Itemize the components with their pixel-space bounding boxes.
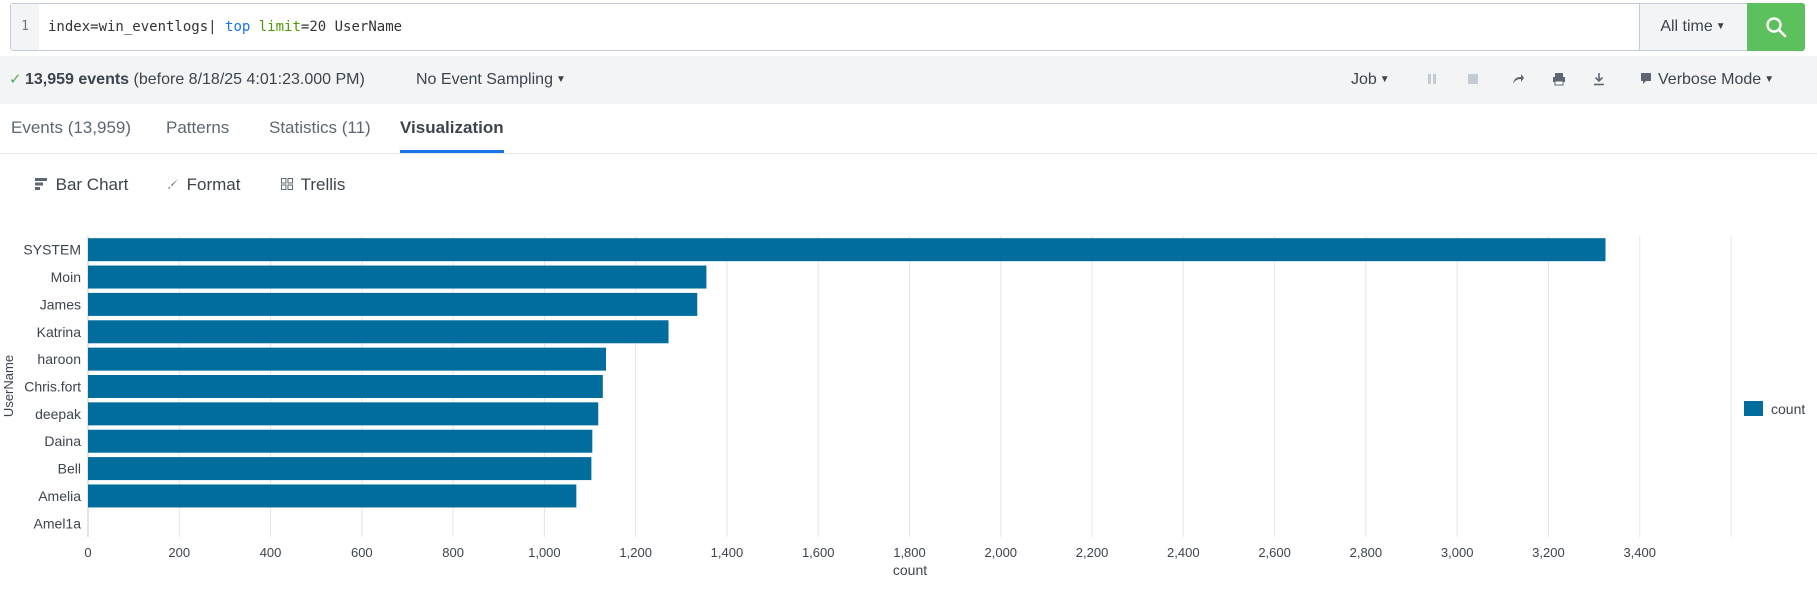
print-icon[interactable] <box>1546 56 1572 104</box>
event-sampling-dropdown[interactable]: No Event Sampling ▼ <box>416 56 566 104</box>
x-tick-label: 1,800 <box>893 545 926 560</box>
line-number: 1 <box>11 4 39 50</box>
x-tick-label: 2,400 <box>1167 545 1200 560</box>
format-button[interactable]: Format <box>167 168 240 202</box>
y-category-label: Chris.fort <box>24 379 81 395</box>
checkmark-icon: ✓ <box>9 71 22 88</box>
y-category-label: Amel1a <box>34 515 82 531</box>
results-tabs: Events (13,959) Patterns Statistics (11)… <box>0 104 1817 154</box>
bar[interactable] <box>88 292 698 316</box>
visualization-toolbar: Bar Chart Format Trellis <box>0 168 700 202</box>
x-tick-label: 2,000 <box>985 545 1018 560</box>
tab-events[interactable]: Events (13,959) <box>11 118 132 137</box>
search-button[interactable] <box>1747 3 1805 51</box>
tab-patterns[interactable]: Patterns <box>166 118 230 137</box>
job-menu[interactable]: Job ▼ <box>1351 56 1390 104</box>
search-bar: 1 index=win_eventlogs| top limit=20 User… <box>10 3 1805 51</box>
x-tick-label: 3,200 <box>1532 545 1565 560</box>
job-status-bar: ✓ 13,959 events (before 8/18/25 4:01:23.… <box>0 56 1817 104</box>
chevron-down-icon: ▼ <box>1715 21 1726 32</box>
chevron-down-icon: ▼ <box>1379 74 1390 85</box>
x-tick-label: 2,200 <box>1076 545 1109 560</box>
chart-x-tick-labels: 0 200 400 600 800 1,000 1,200 1,400 1,600 1,800 2,… <box>84 545 1656 560</box>
chart-type-button[interactable]: Bar Chart <box>35 168 128 202</box>
tab-visualization[interactable]: Visualization <box>400 104 504 153</box>
x-tick-label: 400 <box>260 545 282 560</box>
event-count: 13,959 events (before 8/18/25 4:01:23.00… <box>25 56 365 104</box>
search-query-input[interactable]: index=win_eventlogs| top limit=20 UserNa… <box>48 4 402 50</box>
x-tick-label: 1,400 <box>711 545 744 560</box>
share-icon[interactable] <box>1505 56 1531 104</box>
y-category-label: Moin <box>51 269 81 285</box>
chart-legend[interactable]: count <box>1744 401 1805 417</box>
query-command: top <box>225 19 251 35</box>
query-text: index=win_eventlogs| <box>48 19 226 35</box>
search-icon <box>1766 17 1787 38</box>
chevron-down-icon: ▼ <box>1764 74 1775 85</box>
brush-icon <box>167 178 183 193</box>
trellis-label: Trellis <box>300 175 346 194</box>
y-category-label: haroon <box>37 351 81 367</box>
legend-label: count <box>1771 401 1805 417</box>
chevron-down-icon: ▼ <box>555 74 566 85</box>
event-count-suffix: (before 8/18/25 4:01:23.000 PM) <box>133 71 365 88</box>
x-tick-label: 0 <box>84 545 91 560</box>
legend-swatch <box>1744 401 1763 416</box>
x-axis-title: count <box>893 562 927 578</box>
bar[interactable] <box>88 347 607 371</box>
bar[interactable] <box>88 484 577 508</box>
bar[interactable] <box>88 238 1606 262</box>
x-tick-label: 600 <box>351 545 373 560</box>
y-axis-title: UserName <box>1 355 16 417</box>
query-value: =20 UserName <box>300 19 403 35</box>
chart-category-labels: SYSTEM Moin James Katrina haroon Chris.fort de… <box>23 242 82 532</box>
y-category-label: James <box>40 296 81 312</box>
bar[interactable] <box>88 375 603 398</box>
x-tick-label: 1,200 <box>619 545 652 560</box>
bar[interactable] <box>88 457 592 481</box>
bar[interactable] <box>88 402 599 426</box>
bar[interactable] <box>88 429 593 453</box>
search-mode-dropdown[interactable]: Verbose Mode ▼ <box>1640 56 1774 104</box>
export-icon[interactable] <box>1586 56 1612 104</box>
y-category-label: Daina <box>44 433 81 449</box>
x-tick-label: 3,000 <box>1441 545 1474 560</box>
query-argument: limit <box>258 19 301 35</box>
search-mode-label: Verbose Mode <box>1658 71 1762 88</box>
time-range-picker[interactable]: All time ▼ <box>1639 4 1746 50</box>
x-tick-label: 3,400 <box>1623 545 1656 560</box>
chart-type-label: Bar Chart <box>55 175 129 194</box>
event-count-value: 13,959 events <box>25 71 130 88</box>
bar-chart-icon <box>35 178 52 193</box>
pause-icon[interactable] <box>1419 56 1445 104</box>
x-tick-label: 2,600 <box>1258 545 1291 560</box>
time-range-label: All time <box>1660 18 1713 35</box>
format-label: Format <box>186 175 241 194</box>
x-tick-label: 800 <box>442 545 464 560</box>
x-tick-label: 1,600 <box>802 545 835 560</box>
bar-chart: SYSTEM Moin James Katrina haroon Chris.fort de… <box>1 236 1805 578</box>
bar[interactable] <box>88 320 669 344</box>
query-space <box>250 19 258 35</box>
trellis-button[interactable]: Trellis <box>281 168 345 202</box>
y-category-label: Bell <box>58 461 81 477</box>
x-tick-label: 2,800 <box>1350 545 1383 560</box>
y-category-label: SYSTEM <box>23 242 81 258</box>
mode-icon <box>1641 73 1651 84</box>
chart-bars <box>88 238 1606 508</box>
y-category-label: Katrina <box>37 324 82 340</box>
y-category-label: Amelia <box>38 488 81 504</box>
x-tick-label: 1,000 <box>528 545 561 560</box>
tab-statistics[interactable]: Statistics (11) <box>269 118 371 137</box>
event-sampling-label: No Event Sampling <box>416 71 553 88</box>
job-label: Job <box>1351 71 1377 88</box>
grid-icon <box>281 178 297 193</box>
x-tick-label: 200 <box>168 545 190 560</box>
bar[interactable] <box>88 265 707 289</box>
stop-icon[interactable] <box>1460 56 1486 104</box>
y-category-label: deepak <box>35 406 82 422</box>
